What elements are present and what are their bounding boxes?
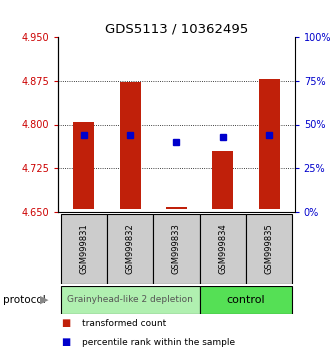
Text: ■: ■: [62, 337, 71, 347]
Bar: [259, 79, 280, 209]
Bar: [212, 151, 233, 209]
Bar: [200, 214, 246, 284]
Text: protocol: protocol: [3, 295, 46, 305]
Bar: [61, 214, 107, 284]
Text: ■: ■: [62, 318, 71, 327]
Title: GDS5113 / 10362495: GDS5113 / 10362495: [105, 23, 248, 36]
Text: GSM999835: GSM999835: [265, 224, 274, 274]
Bar: [246, 214, 292, 284]
Text: GSM999831: GSM999831: [79, 224, 88, 274]
Bar: [153, 214, 200, 284]
Bar: [107, 214, 153, 284]
Text: control: control: [227, 295, 265, 305]
Text: GSM999833: GSM999833: [172, 224, 181, 274]
Bar: [200, 286, 292, 314]
Text: percentile rank within the sample: percentile rank within the sample: [82, 337, 235, 347]
Text: Grainyhead-like 2 depletion: Grainyhead-like 2 depletion: [67, 296, 193, 304]
Bar: [120, 82, 141, 209]
Bar: [61, 286, 200, 314]
Bar: [73, 121, 94, 209]
Bar: [166, 207, 187, 209]
Text: GSM999834: GSM999834: [218, 224, 227, 274]
Text: transformed count: transformed count: [82, 319, 166, 327]
Text: GSM999832: GSM999832: [126, 224, 135, 274]
Text: ▶: ▶: [40, 295, 49, 305]
